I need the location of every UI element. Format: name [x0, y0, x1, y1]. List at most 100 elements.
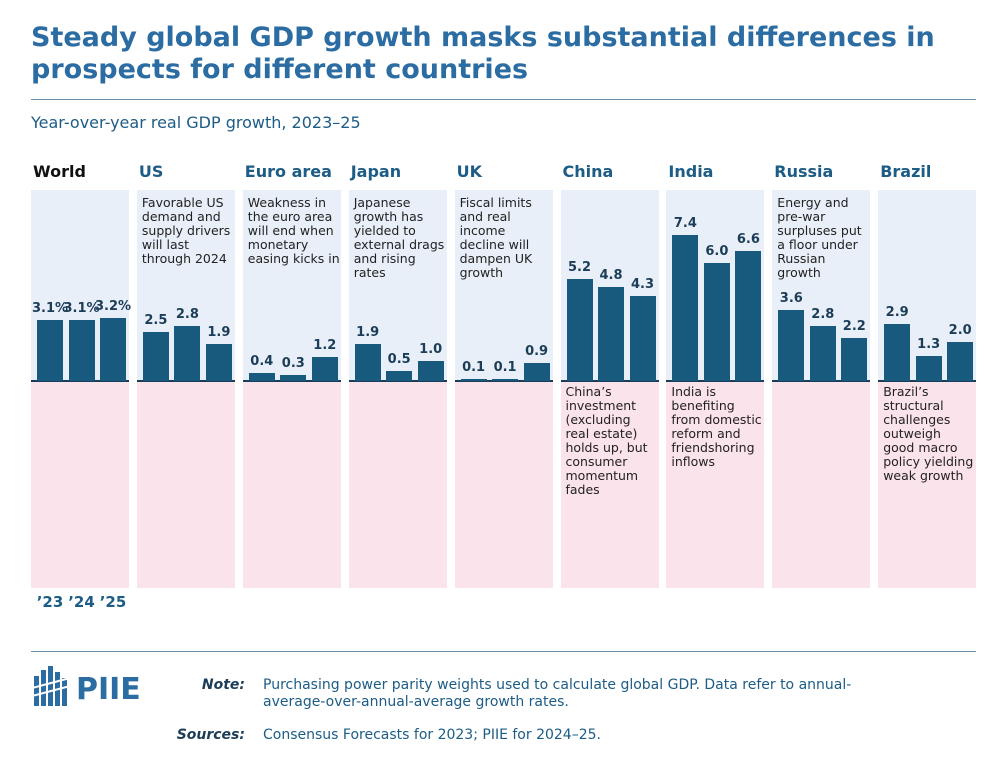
x-tick-label: ’23	[36, 593, 64, 611]
panel-bg-upper	[454, 190, 553, 382]
bar	[68, 320, 95, 382]
value-label: 3.1%	[63, 301, 100, 317]
value-label: 0.9	[525, 344, 549, 360]
zero-line	[772, 380, 871, 383]
value-label: 4.3	[630, 277, 655, 293]
value-label: 6.6	[736, 232, 760, 248]
panel-bg-lower	[242, 381, 341, 588]
x-tick-label: ’24	[68, 593, 95, 611]
value-label: 1.3	[917, 336, 941, 352]
panel-bg-lower	[31, 381, 129, 588]
zero-line	[31, 380, 129, 383]
bar	[174, 325, 201, 382]
bar	[37, 320, 63, 382]
bar	[598, 286, 624, 382]
value-label: 2.5	[144, 312, 168, 328]
chart-subtitle: Year-over-year real GDP growth, 2023–25	[31, 113, 361, 132]
bar	[417, 361, 444, 382]
value-label: 2.8	[811, 306, 835, 322]
panel-bg-lower	[666, 381, 765, 588]
chart-title: Steady global GDP growth masks substanti…	[31, 22, 935, 85]
value-label: 0.1	[493, 360, 517, 376]
bar	[460, 379, 487, 382]
panel-bg-lower	[560, 381, 659, 588]
sources-label: Sources:	[176, 727, 245, 743]
value-label: 3.6	[779, 291, 803, 307]
value-label: 1.0	[419, 342, 443, 358]
bar	[947, 341, 974, 382]
x-tick-label: ’25	[99, 593, 127, 611]
bar	[492, 379, 519, 382]
zero-line	[136, 380, 235, 383]
panel-bg-lower	[348, 381, 447, 588]
bar	[672, 235, 699, 382]
value-label: 5.2	[567, 259, 592, 275]
divider	[31, 651, 976, 652]
zero-line	[666, 380, 765, 383]
bar	[354, 343, 381, 382]
bar	[915, 355, 942, 382]
annotation: Energy and pre-war surpluses put a floor…	[777, 195, 862, 280]
bar	[703, 262, 730, 382]
value-label: 6.0	[705, 243, 729, 259]
annotation: Weakness in the euro area will end when …	[247, 195, 340, 266]
zero-line	[454, 380, 553, 383]
value-label: 4.8	[599, 267, 623, 283]
zero-line	[242, 380, 341, 383]
panel-title: UK	[456, 162, 482, 181]
value-label: 0.5	[387, 352, 411, 368]
zero-line	[878, 380, 977, 383]
value-label: 2.9	[885, 304, 909, 320]
annotation: Favorable US demand and supply drivers w…	[141, 195, 231, 266]
annotation: India is benefiting from domestic reform…	[671, 384, 762, 470]
panel-bg-lower	[136, 381, 235, 588]
bar	[142, 331, 169, 382]
value-label: 0.4	[250, 354, 274, 370]
value-label: 0.1	[462, 360, 486, 376]
bar	[778, 310, 805, 382]
bar	[841, 337, 868, 382]
value-label: 7.4	[673, 216, 697, 232]
bar	[566, 278, 593, 382]
bar	[311, 357, 338, 382]
annotation: Fiscal limits and real income decline wi…	[459, 195, 533, 280]
bar	[205, 343, 232, 382]
value-label: 1.9	[356, 324, 380, 340]
value-label: 2.2	[842, 318, 866, 334]
value-label: 3.2%	[94, 299, 132, 315]
bar	[523, 363, 550, 382]
panel-bg-upper	[242, 190, 341, 382]
panel-title: China	[562, 162, 614, 181]
bar	[884, 323, 911, 382]
bar	[735, 251, 762, 382]
value-label: 2.8	[175, 306, 199, 322]
panel-title: World	[33, 162, 86, 181]
value-label: 1.2	[313, 338, 337, 354]
logo-icon	[32, 666, 71, 706]
panel-bg-lower	[772, 381, 871, 588]
note-label: Note:	[201, 677, 245, 693]
value-label: 2.0	[948, 322, 972, 338]
value-label: 3.1%	[31, 301, 69, 317]
divider	[31, 99, 976, 100]
value-label: 1.9	[207, 324, 231, 340]
annotation: Japanese growth has yielded to external …	[353, 195, 445, 280]
panel-title: Japan	[350, 162, 402, 181]
sources: Consensus Forecasts for 2023; PIIE for 2…	[263, 727, 601, 743]
annotation: China’s investment (excluding real estat…	[565, 384, 648, 498]
bar	[629, 296, 656, 382]
panel-title: India	[668, 162, 714, 181]
panel-bg-lower	[454, 381, 553, 588]
bar	[280, 375, 307, 382]
panel-title: Brazil	[880, 162, 932, 181]
panel-title: US	[138, 162, 164, 181]
panel-title: Russia	[774, 162, 834, 181]
zero-line	[560, 380, 659, 383]
bar	[386, 371, 413, 382]
annotation: Brazil’s structural challenges outweigh …	[883, 384, 974, 484]
value-label: 0.3	[281, 356, 305, 372]
zero-line	[348, 380, 447, 383]
panel-title: Euro area	[244, 162, 332, 181]
bar	[248, 373, 275, 382]
